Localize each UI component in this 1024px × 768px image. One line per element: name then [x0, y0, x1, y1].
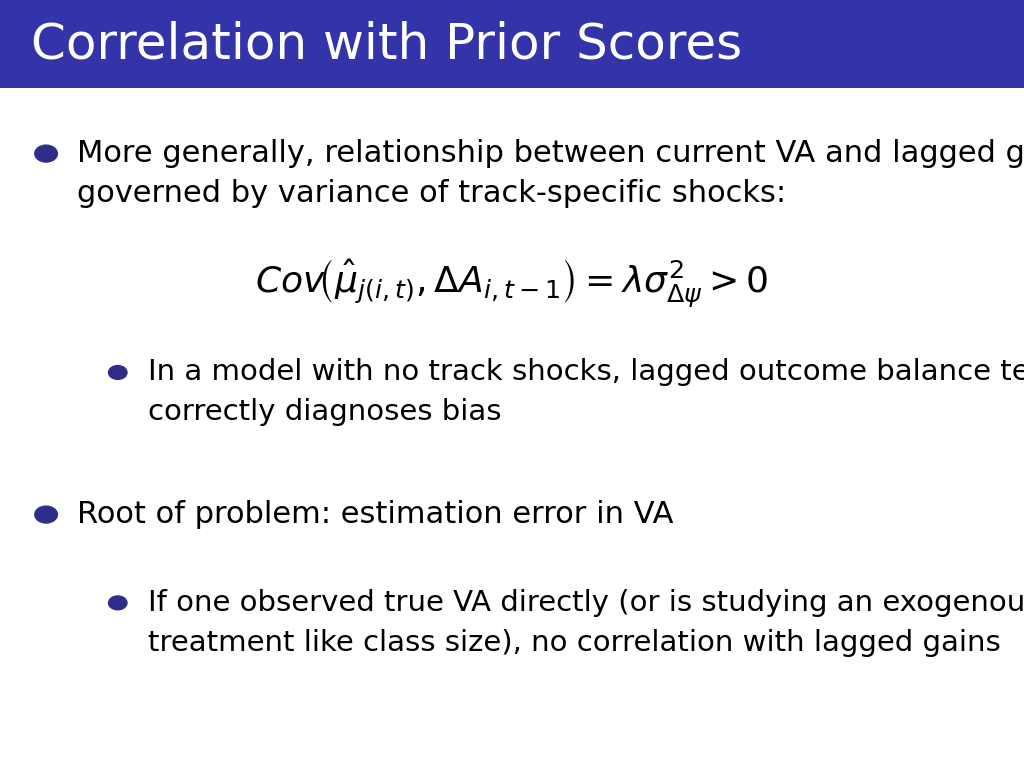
Circle shape	[109, 366, 127, 379]
Circle shape	[109, 596, 127, 610]
Text: If one observed true VA directly (or is studying an exogenous: If one observed true VA directly (or is …	[148, 589, 1024, 617]
Text: More generally, relationship between current VA and lagged gains is: More generally, relationship between cur…	[77, 139, 1024, 168]
Text: Root of problem: estimation error in VA: Root of problem: estimation error in VA	[77, 500, 674, 529]
Circle shape	[35, 506, 57, 523]
Circle shape	[35, 145, 57, 162]
Text: In a model with no track shocks, lagged outcome balance test: In a model with no track shocks, lagged …	[148, 359, 1024, 386]
Text: Correlation with Prior Scores: Correlation with Prior Scores	[31, 20, 742, 68]
Text: $Cov\!\left(\hat{\mu}_{j(i,t)},\Delta A_{i,t-1}\right) = \lambda\sigma^2_{\Delta: $Cov\!\left(\hat{\mu}_{j(i,t)},\Delta A_…	[255, 258, 769, 310]
Text: governed by variance of track-specific shocks:: governed by variance of track-specific s…	[77, 179, 786, 208]
FancyBboxPatch shape	[0, 0, 1024, 88]
Text: treatment like class size), no correlation with lagged gains: treatment like class size), no correlati…	[148, 629, 1001, 657]
Text: correctly diagnoses bias: correctly diagnoses bias	[148, 399, 502, 426]
